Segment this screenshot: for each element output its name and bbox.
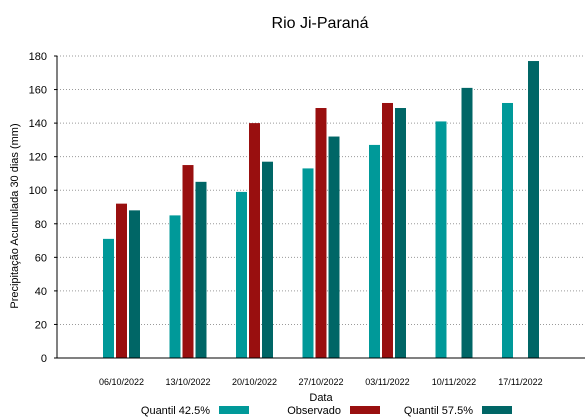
x-axis-ticks: 06/10/2022 13/10/2022 20/10/2022 27/10/2022… [99,377,543,387]
bar-quantil-57-5--3 [328,136,340,358]
x-tick-label: 06/10/2022 [99,377,144,387]
bar-observado-2 [249,123,260,358]
bar-quantil-42-5--5 [435,121,447,358]
bar-observado-3 [315,108,327,358]
y-tick-label: 100 [29,185,47,197]
bar-quantil-57-5--4 [395,108,406,358]
legend: Quantil 42.5% Observado Quantil 57.5% [141,405,512,417]
y-tick-label: 180 [29,51,47,63]
bar-quantil-42-5--0 [103,238,114,358]
bars [103,61,539,359]
bar-quantil-42-5--4 [369,144,380,358]
bar-quantil-57-5--0 [129,210,140,358]
y-axis-label: Precipitação Acumulada 30 dias (mm) [9,123,21,308]
legend-swatch [219,406,249,414]
x-tick-label: 27/10/2022 [298,377,343,387]
bar-quantil-57-5--2 [262,161,273,358]
x-tick-label: 03/11/2022 [365,377,409,387]
y-axis-ticks: 0 20 40 60 80 100 120 140 160 180 [29,51,57,365]
y-tick-label: 60 [35,252,47,264]
y-tick-label: 20 [35,319,47,331]
bar-quantil-42-5--1 [169,215,181,358]
y-tick-label: 120 [29,152,47,164]
y-tick-label: 140 [29,118,47,130]
y-tick-label: 160 [29,85,47,97]
y-tick-label: 0 [41,353,47,365]
x-tick-label: 17/11/2022 [498,377,542,387]
y-tick-label: 80 [35,219,47,231]
bar-quantil-42-5--2 [236,191,247,358]
legend-swatch [482,406,512,414]
bar-quantil-57-5--1 [195,181,207,358]
bar-quantil-57-5--5 [461,87,473,358]
bar-quantil-42-5--3 [302,168,314,358]
x-tick-label: 10/11/2022 [432,377,476,387]
bar-quantil-57-5--6 [528,61,539,359]
bar-observado-1 [182,165,194,358]
x-tick-label: 13/10/2022 [165,377,210,387]
x-axis-label: Data [309,392,333,404]
legend-label: Observado [287,405,341,417]
bar-observado-0 [116,203,127,358]
legend-label: Quantil 42.5% [141,405,210,417]
legend-swatch [350,406,380,414]
y-tick-label: 40 [35,286,47,298]
chart-title: Rio Ji-Paraná [272,15,369,32]
bar-quantil-42-5--6 [502,102,513,358]
x-tick-label: 20/10/2022 [232,377,277,387]
bar-observado-4 [382,102,393,358]
legend-label: Quantil 57.5% [404,405,473,417]
